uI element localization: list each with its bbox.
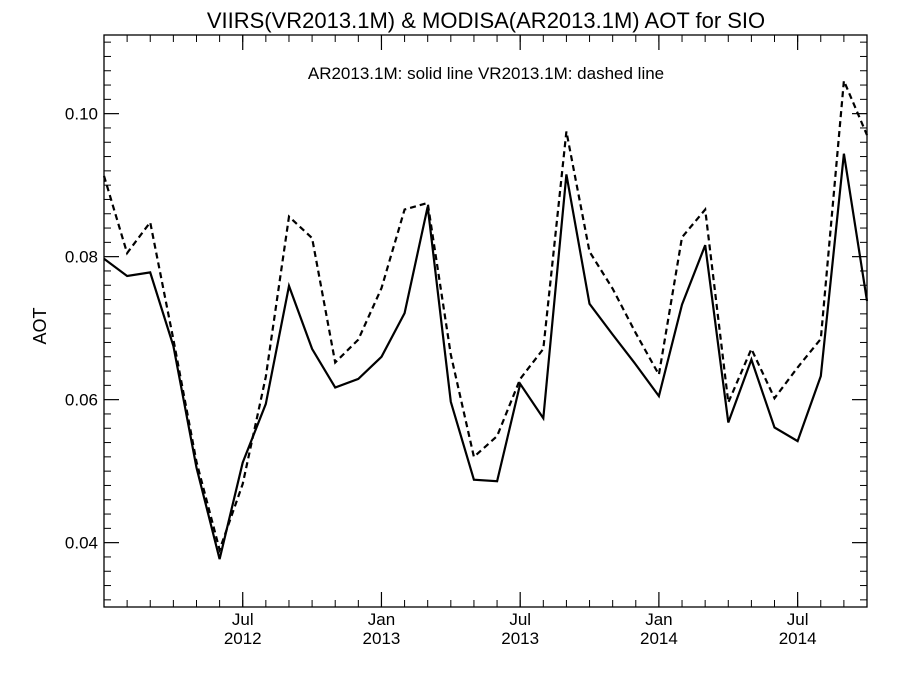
y-tick-label: 0.10 [65,105,98,124]
x-tick-month-label: Jul [509,610,531,629]
series-line-ar2013-1m [103,153,869,560]
y-tick-label: 0.08 [65,248,98,267]
chart-title: VIIRS(VR2013.1M) & MODISA(AR2013.1M) AOT… [207,8,765,33]
x-tick-month-label: Jan [368,610,395,629]
x-tick-month-label: Jul [232,610,254,629]
x-tick-month-label: Jan [645,610,672,629]
y-tick-label: 0.04 [65,534,98,553]
x-tick-year-label: 2014 [640,629,678,648]
series-line-vr2013-1m [102,80,869,554]
x-tick-year-label: 2012 [224,629,262,648]
plot-frame [103,34,868,608]
x-tick-year-label: 2014 [779,629,817,648]
x-tick-year-label: 2013 [501,629,539,648]
series-layer [102,80,869,560]
x-tick-year-label: 2013 [363,629,401,648]
axes-layer: 0.040.060.080.10Jul2012Jan2013Jul2013Jan… [65,35,868,648]
x-tick-month-label: Jul [787,610,809,629]
y-tick-label: 0.06 [65,391,98,410]
legend-annotation: AR2013.1M: solid line VR2013.1M: dashed … [308,64,664,83]
y-axis-label: AOT [30,307,50,344]
